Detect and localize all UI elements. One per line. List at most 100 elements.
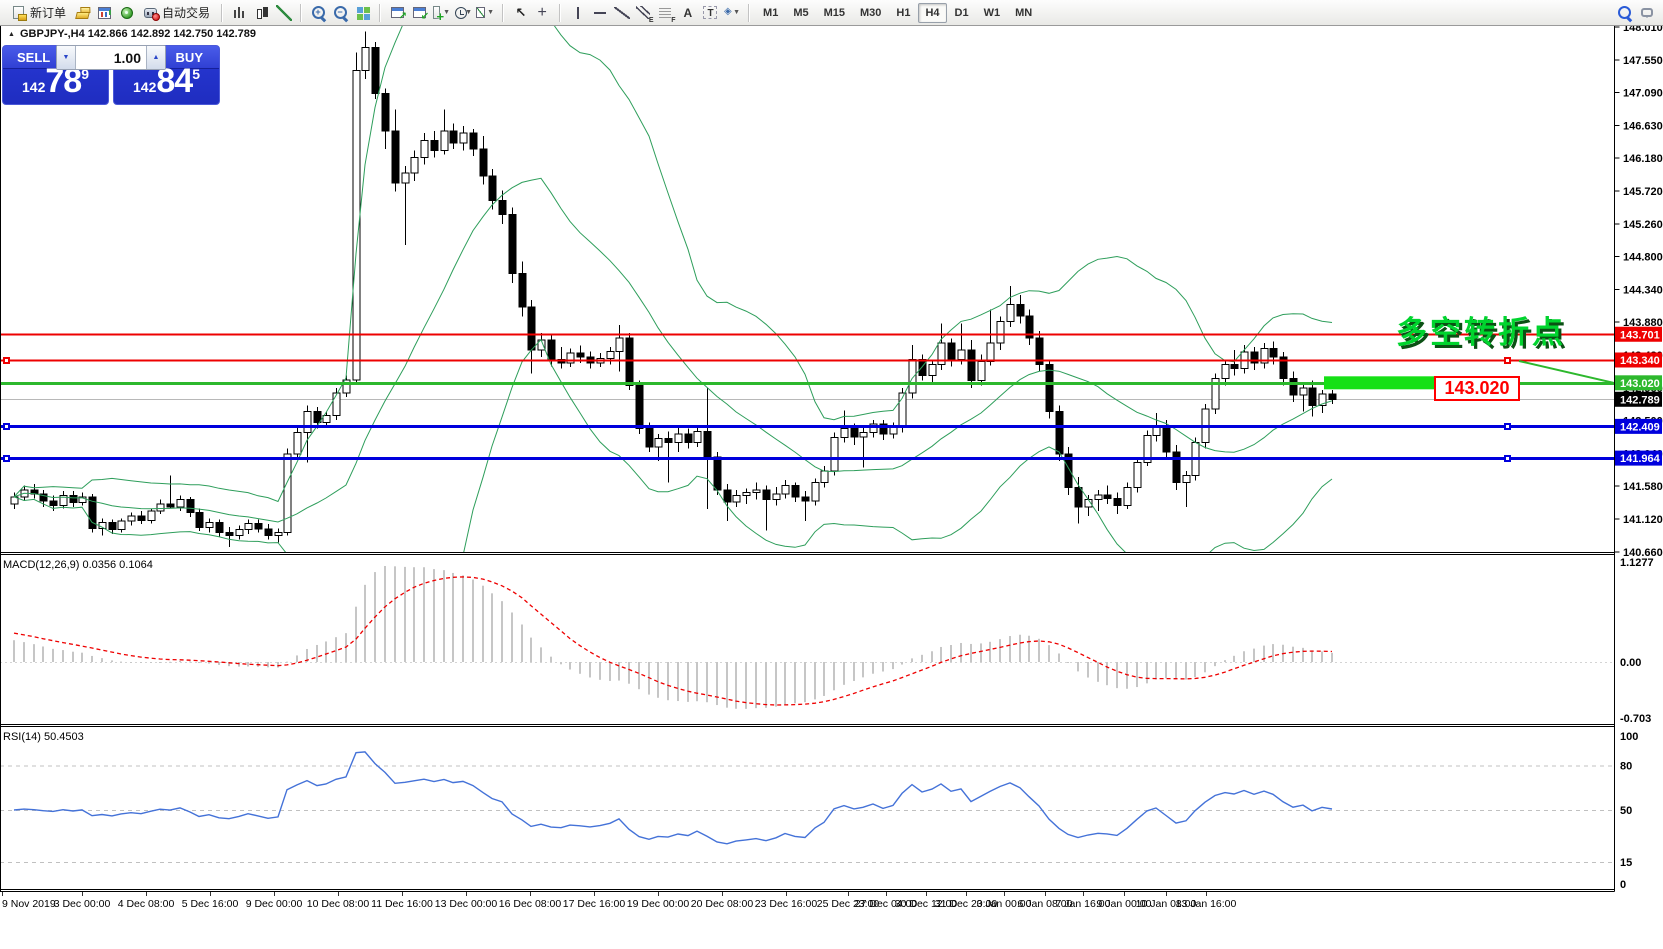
candle-body <box>1289 378 1298 396</box>
toolbar-icon-text-label[interactable] <box>699 2 720 24</box>
symbol-ohlc-line: ▲ GBPJPY-,H4 142.866 142.892 142.750 142… <box>8 28 256 40</box>
time-axis-label: 10 Dec 08:00 <box>307 898 370 910</box>
cursor-icon <box>513 5 529 21</box>
candle-body <box>264 528 273 536</box>
toolbar-icon-fibonacci[interactable] <box>655 2 676 24</box>
templates-icon <box>476 7 486 18</box>
candle-body <box>1279 356 1288 380</box>
toolbar-icon-indicators-add[interactable]: ▼ <box>431 2 452 24</box>
toolbar-icon-new-chart-window[interactable] <box>387 2 408 24</box>
toolbar-separator <box>221 3 224 22</box>
axis-price-label <box>1615 450 1662 466</box>
timeframe-W1[interactable]: W1 <box>983 6 1001 19</box>
price-callout-box[interactable]: 143.020 <box>1434 376 1520 401</box>
toolbar-icon-text[interactable] <box>677 2 698 24</box>
axis-price-label <box>1615 418 1662 434</box>
timeframe-M5[interactable]: M5 <box>793 6 809 19</box>
buy-label: BUY <box>175 49 203 65</box>
candle-body <box>957 349 966 360</box>
timeframe-M1[interactable]: M1 <box>763 6 779 19</box>
dropdown-arrow-icon[interactable]: ▼ <box>487 9 495 16</box>
toolbar-icon-tile-windows[interactable] <box>352 2 373 24</box>
toolbar-icon-templates[interactable]: ▼ <box>475 2 496 24</box>
toolbar-button-label: 自动交易 <box>162 6 211 20</box>
toolbar-icon-periods[interactable]: ▼ <box>453 2 474 24</box>
timeframe-M15[interactable]: M15 <box>823 6 845 19</box>
lot-size-value[interactable]: 1.00 <box>113 50 141 66</box>
candle-body <box>1299 387 1308 396</box>
price-tick-label: 147.550 <box>1623 55 1663 67</box>
toolbar-separator <box>559 3 562 22</box>
toolbar-icon-trendline[interactable] <box>611 2 632 24</box>
price-tick-label: 143.880 <box>1623 317 1663 329</box>
autotrade-robot-icon <box>144 7 161 21</box>
timeframe-H4[interactable]: H4 <box>918 2 947 23</box>
candle-body <box>654 437 663 448</box>
toolbar: 新订单 自动交易 ▼ ▼ ▼ ▼ M1 M5 M15 M30 H1 H4 D1 W1 MN <box>0 0 1663 26</box>
timeframe-MN[interactable]: MN <box>1015 6 1033 19</box>
candle-body <box>459 132 468 144</box>
toolbar-icon-vertical-line[interactable] <box>567 2 588 24</box>
turning-point-annotation[interactable]: 多空转折点 <box>1396 315 1566 350</box>
toolbar-icon-gold[interactable] <box>72 2 93 24</box>
toolbar-icon-crosshair[interactable] <box>532 2 553 24</box>
toolbar-button-autotrade-robot[interactable]: 自动交易 <box>138 3 215 22</box>
rsi-line <box>13 751 1333 845</box>
toolbar-icon-candle-chart[interactable] <box>251 2 272 24</box>
toolbar-icon-market-watch[interactable] <box>94 2 115 24</box>
collapse-triangle-icon[interactable]: ▲ <box>8 30 15 38</box>
axis-price-label-text: 142.789 <box>1620 394 1660 406</box>
horizontal-line-icon <box>592 5 608 21</box>
time-axis-label: 11 Dec 16:00 <box>371 898 433 910</box>
hline-drag-marker-dot <box>5 457 8 460</box>
candle-body <box>674 433 683 444</box>
toolbar-icon-zoom-out[interactable] <box>330 2 351 24</box>
toolbar-icon-bar-chart[interactable] <box>229 2 250 24</box>
candle-body <box>1025 315 1034 339</box>
candle-body <box>752 489 761 494</box>
lot-decrease-button[interactable]: ▼ <box>57 46 76 69</box>
candle-body <box>732 494 741 503</box>
dropdown-arrow-icon[interactable]: ▼ <box>733 9 741 16</box>
gold-icon <box>75 12 90 19</box>
dropdown-arrow-icon[interactable]: ▼ <box>443 9 451 16</box>
candle-body <box>88 496 97 529</box>
equidistant-channel-icon <box>635 5 654 24</box>
candle-body <box>117 520 126 531</box>
chart-shift-icon <box>413 7 429 22</box>
candle-body <box>1113 497 1122 506</box>
timeframe-H1[interactable]: H1 <box>896 6 911 19</box>
toolbar-icon-horizontal-line[interactable] <box>589 2 610 24</box>
rsi-pane: RSI(14) 50.4503 <box>0 731 1615 863</box>
candle-body <box>488 175 497 201</box>
toolbar-icon-cursor[interactable] <box>510 2 531 24</box>
lot-increase-button[interactable]: ▲ <box>146 46 165 69</box>
toolbar-icon-line-chart[interactable] <box>273 2 294 24</box>
axis-price-label <box>1615 375 1662 391</box>
candle-body <box>1006 303 1015 322</box>
dropdown-arrow-icon[interactable]: ▼ <box>465 9 473 16</box>
text-label-icon <box>702 6 717 19</box>
candle-body <box>908 358 917 394</box>
candle-body <box>1123 487 1132 506</box>
timeframe-M30[interactable]: M30 <box>860 6 882 19</box>
toolbar-icon-signal[interactable] <box>116 2 137 24</box>
candle-body <box>615 337 624 352</box>
main-chart-pane <box>0 1 1615 552</box>
toolbar-icon-arrows[interactable]: ▼ <box>721 2 742 24</box>
periods-icon <box>453 5 468 21</box>
toolbar-icon-chart-shift[interactable] <box>409 2 430 24</box>
hline-drag-marker-dot <box>1506 425 1509 428</box>
candle-body <box>547 339 556 360</box>
toolbar-icon-zoom-in[interactable] <box>308 2 329 24</box>
green-highlight-bar[interactable] <box>1324 376 1466 390</box>
toolbar-icon-search[interactable] <box>1614 2 1635 24</box>
toolbar-icon-equidistant-channel[interactable] <box>633 2 654 24</box>
candle-body <box>625 337 634 387</box>
candle-body <box>1133 462 1142 489</box>
toolbar-button-new-order[interactable]: 新订单 <box>6 3 71 22</box>
candle-body <box>1055 410 1064 455</box>
candle-body <box>156 503 165 512</box>
toolbar-icon-chat[interactable] <box>1636 2 1657 24</box>
timeframe-D1[interactable]: D1 <box>954 6 969 19</box>
